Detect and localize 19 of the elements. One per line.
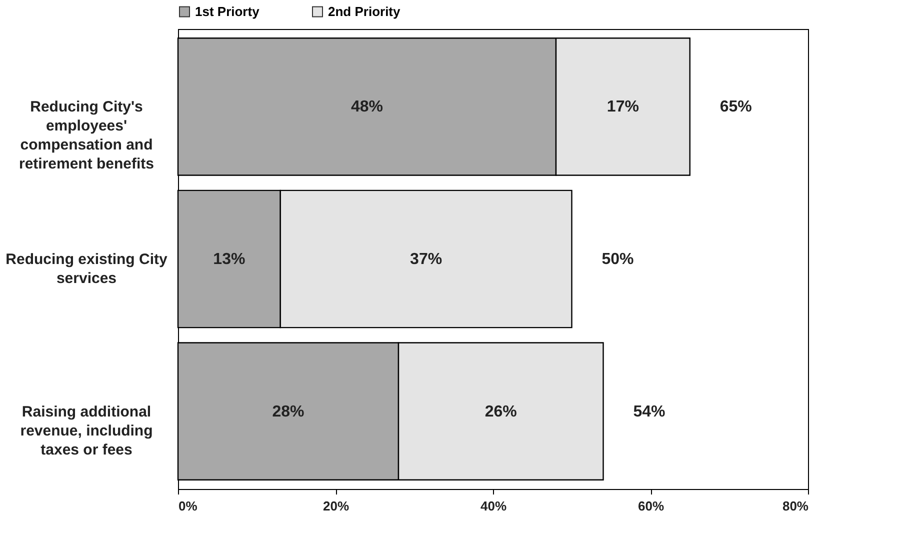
x-tick-label: 20% [322,498,350,514]
x-tick-label: 0% [178,498,198,514]
data-label: 17% [606,98,639,116]
x-tick-label: 40% [480,498,507,514]
legend-label: 2nd Priority [328,4,402,19]
total-label: 54% [633,403,666,420]
data-label: 48% [350,98,384,116]
x-tick-label: 60% [638,498,664,514]
total-label: 50% [602,251,634,268]
x-tick-label: 80% [782,498,809,514]
legend-label: 1st Priorty [195,4,260,19]
y-tick-label: Reducing existing City services [6,251,168,287]
data-label: 26% [484,403,517,420]
total-label: 65% [720,98,752,116]
data-label: 28% [272,403,304,420]
y-tick-label: Reducing City's employees' compensation and retirement benefits [18,98,154,173]
data-label: 13% [213,251,246,268]
data-label: 37% [410,251,442,268]
y-tick-label: Raising additional revenue, including taxes or fees [20,403,153,458]
